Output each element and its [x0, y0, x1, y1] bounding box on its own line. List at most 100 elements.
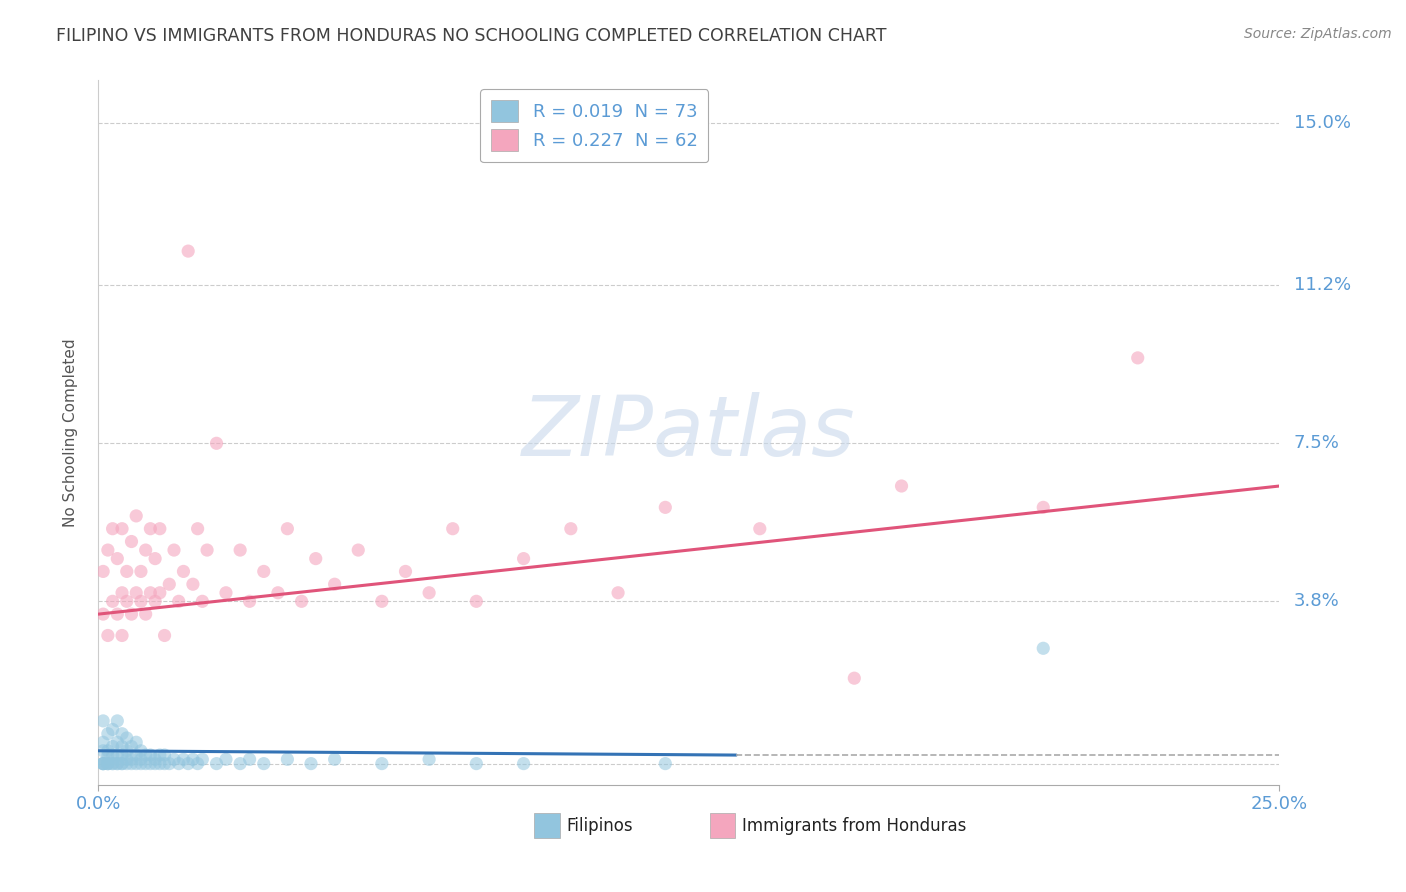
Point	[149, 522, 172, 536]
Point	[115, 565, 138, 579]
Point	[135, 543, 157, 558]
Point	[139, 747, 162, 762]
Point	[105, 756, 128, 771]
Point	[418, 752, 440, 766]
Point	[135, 756, 157, 771]
Point	[187, 522, 209, 536]
Point	[105, 756, 128, 771]
Point	[276, 522, 298, 536]
Point	[129, 752, 152, 766]
Point	[121, 739, 143, 754]
Point	[97, 747, 120, 762]
Point	[163, 752, 186, 766]
Point	[253, 756, 276, 771]
Point	[97, 543, 120, 558]
Point	[1032, 500, 1054, 515]
Point	[153, 747, 176, 762]
Point	[129, 565, 152, 579]
Point	[299, 756, 322, 771]
Point	[229, 543, 252, 558]
Point	[111, 727, 134, 741]
Point	[290, 594, 312, 608]
Point	[97, 756, 120, 771]
Text: Immigrants from Honduras: Immigrants from Honduras	[742, 817, 967, 835]
Point	[135, 607, 157, 621]
Point	[115, 594, 138, 608]
Point	[139, 522, 162, 536]
Point	[187, 756, 209, 771]
Point	[149, 747, 172, 762]
Text: 11.2%: 11.2%	[1294, 277, 1351, 294]
Point	[111, 628, 134, 642]
Point	[465, 594, 488, 608]
Point	[105, 735, 128, 749]
Point	[91, 756, 114, 771]
Text: 3.8%: 3.8%	[1294, 592, 1340, 610]
Point	[111, 756, 134, 771]
Point	[129, 756, 152, 771]
Point	[97, 727, 120, 741]
Point	[115, 731, 138, 745]
Point	[101, 756, 124, 771]
Point	[239, 752, 262, 766]
Point	[91, 756, 114, 771]
Point	[172, 565, 194, 579]
Point	[91, 565, 114, 579]
Point	[115, 744, 138, 758]
Point	[125, 756, 148, 771]
Point	[101, 594, 124, 608]
Point	[97, 744, 120, 758]
Point	[111, 586, 134, 600]
Text: 15.0%: 15.0%	[1294, 114, 1351, 132]
Point	[125, 735, 148, 749]
Point	[181, 752, 204, 766]
Point	[323, 752, 346, 766]
Point	[441, 522, 464, 536]
Point	[129, 744, 152, 758]
Point	[465, 756, 488, 771]
Point	[157, 756, 180, 771]
Point	[149, 756, 172, 771]
Y-axis label: No Schooling Completed: No Schooling Completed	[63, 338, 77, 527]
Point	[91, 714, 114, 728]
Point	[177, 244, 200, 259]
Point	[139, 586, 162, 600]
Point	[560, 522, 582, 536]
Point	[105, 714, 128, 728]
Point	[191, 594, 214, 608]
Point	[97, 628, 120, 642]
Point	[105, 607, 128, 621]
Point	[97, 756, 120, 771]
Point	[215, 752, 238, 766]
Point	[121, 752, 143, 766]
Point	[371, 756, 394, 771]
Point	[512, 551, 534, 566]
Text: 7.5%: 7.5%	[1294, 434, 1340, 452]
Point	[191, 752, 214, 766]
Point	[111, 747, 134, 762]
Point	[253, 565, 276, 579]
Point	[105, 747, 128, 762]
Point	[115, 756, 138, 771]
Point	[323, 577, 346, 591]
Point	[195, 543, 218, 558]
Point	[215, 586, 238, 600]
Point	[394, 565, 416, 579]
Point	[157, 577, 180, 591]
Point	[91, 735, 114, 749]
Point	[139, 756, 162, 771]
Point	[181, 577, 204, 591]
Legend: R = 0.019  N = 73, R = 0.227  N = 62: R = 0.019 N = 73, R = 0.227 N = 62	[481, 89, 709, 162]
Point	[163, 543, 186, 558]
Point	[143, 752, 166, 766]
Point	[101, 522, 124, 536]
Point	[111, 739, 134, 754]
Point	[153, 628, 176, 642]
Point	[654, 756, 676, 771]
Point	[91, 756, 114, 771]
Point	[111, 756, 134, 771]
Point	[305, 551, 328, 566]
Point	[121, 607, 143, 621]
Point	[205, 756, 228, 771]
Point	[276, 752, 298, 766]
